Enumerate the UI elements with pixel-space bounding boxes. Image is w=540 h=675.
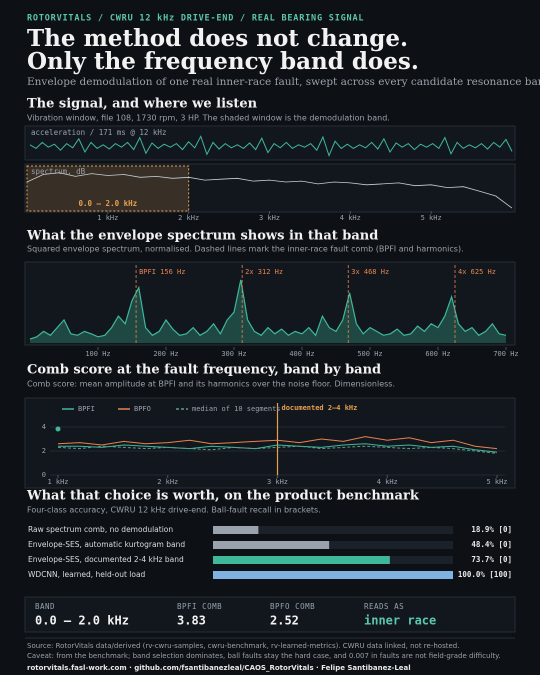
panel — [24, 261, 516, 346]
section-caption: Vibration window, file 108, 1730 rpm, 3 … — [27, 114, 390, 123]
x-tick-label: 4 kHz — [377, 478, 398, 486]
legend-label: BPFO — [134, 405, 151, 413]
footer-caveat: Caveat: from the benchmark; band selecti… — [27, 652, 500, 660]
stat-label: BAND — [35, 602, 55, 611]
panel — [24, 125, 516, 161]
x-tick-label: 500 Hz — [357, 350, 382, 358]
section-caption: Comb score: mean amplitude at BPFI and i… — [27, 380, 395, 389]
bar-value-label: 73.7% [0] — [471, 555, 512, 564]
fault-marker-label: 3x 468 Hz — [351, 268, 389, 276]
bar-category: Envelope-SES, automatic kurtogram band — [28, 540, 185, 549]
x-tick-label: 2 kHz — [178, 214, 199, 222]
panel — [24, 163, 516, 213]
band-label: 0.0 – 2.0 kHz — [78, 199, 137, 208]
section-title: What that choice is worth, on the produc… — [26, 489, 420, 504]
bar-track — [213, 541, 453, 549]
legend-label: median of 10 segments — [192, 405, 281, 413]
footer-links: rotorvitals.fasl-work.com · github.com/f… — [27, 664, 411, 672]
x-tick-label: 3 kHz — [267, 478, 288, 486]
section-title: The signal, and where we listen — [27, 97, 258, 112]
stat-value: 2.52 — [270, 614, 299, 628]
kicker: ROTORVITALS / CWRU 12 kHz DRIVE-END / RE… — [27, 14, 364, 24]
x-tick-label: 200 Hz — [153, 350, 178, 358]
subtitle: Envelope demodulation of one real inner-… — [27, 76, 540, 88]
bar-track — [213, 526, 453, 534]
stat-label: BPFI COMB — [177, 602, 222, 611]
fault-marker-label: 2x 312 Hz — [245, 268, 283, 276]
bar — [213, 526, 259, 534]
x-tick-label: 1 kHz — [47, 478, 68, 486]
y-tick-label: 4 — [42, 423, 46, 431]
y-tick-label: 2 — [42, 447, 46, 455]
annotation-label: documented 2–4 kHz — [282, 404, 358, 412]
panel — [24, 397, 516, 489]
y-tick-label: 0 — [42, 471, 46, 479]
x-tick-label: 4 kHz — [340, 214, 361, 222]
x-tick-label: 700 Hz — [493, 350, 518, 358]
panel-label: spectrum, dB — [31, 167, 86, 176]
bar-value-label: 48.4% [0] — [471, 540, 512, 549]
title: Only the frequency band does. — [27, 48, 419, 75]
x-tick-label: 2 kHz — [157, 478, 178, 486]
x-tick-label: 400 Hz — [289, 350, 314, 358]
fault-marker-label: BPFI 156 Hz — [139, 268, 185, 276]
bar-value-label: 100.0% [100] — [458, 570, 512, 579]
bar-category: WDCNN, learned, held-out load — [28, 570, 146, 579]
bar-value-label: 18.9% [0] — [471, 525, 512, 534]
bar — [213, 541, 330, 549]
x-tick-label: 1 kHz — [97, 214, 118, 222]
stat-value: 3.83 — [177, 614, 206, 628]
fault-marker-label: 4x 625 Hz — [458, 268, 496, 276]
bar-category: Envelope-SES, documented 2-4 kHz band — [28, 555, 184, 564]
x-tick-label: 300 Hz — [221, 350, 246, 358]
bar-category: Raw spectrum comb, no demodulation — [28, 525, 173, 534]
bar — [213, 556, 390, 564]
section-caption: Four-class accuracy, CWRU 12 kHz drive-e… — [27, 506, 321, 515]
section-title: Comb score at the fault frequency, band … — [27, 363, 381, 378]
title: The method does not change. — [27, 25, 408, 52]
envelope-line — [29, 279, 507, 340]
x-tick-label: 5 kHz — [421, 214, 442, 222]
section-caption: Squared envelope spectrum, normalised. D… — [27, 245, 464, 254]
envelope-area — [30, 279, 506, 343]
waveform — [29, 135, 513, 158]
stat-value: 0.0 – 2.0 kHz — [35, 614, 129, 628]
x-tick-label: 5 kHz — [486, 478, 507, 486]
stat-label: READS AS — [364, 602, 404, 611]
x-tick-label: 100 Hz — [85, 350, 110, 358]
stat-label: BPFO COMB — [270, 602, 315, 611]
section-title: What the envelope spectrum shows in that… — [26, 229, 378, 244]
series-line — [57, 436, 498, 450]
series-line — [58, 443, 498, 453]
spectrum-line — [26, 172, 513, 209]
bar — [213, 571, 453, 579]
series-line — [57, 445, 498, 454]
panel-label: acceleration / 171 ms @ 12 kHz — [31, 128, 166, 137]
stat-value: inner race — [364, 614, 436, 628]
selected-band-point — [55, 426, 61, 432]
x-tick-label: 3 kHz — [259, 214, 280, 222]
footer-source: Source: RotorVitals data/derived (rv-cwr… — [27, 642, 459, 650]
x-tick-label: 600 Hz — [425, 350, 450, 358]
legend-label: BPFI — [78, 405, 95, 413]
panel — [24, 596, 516, 633]
